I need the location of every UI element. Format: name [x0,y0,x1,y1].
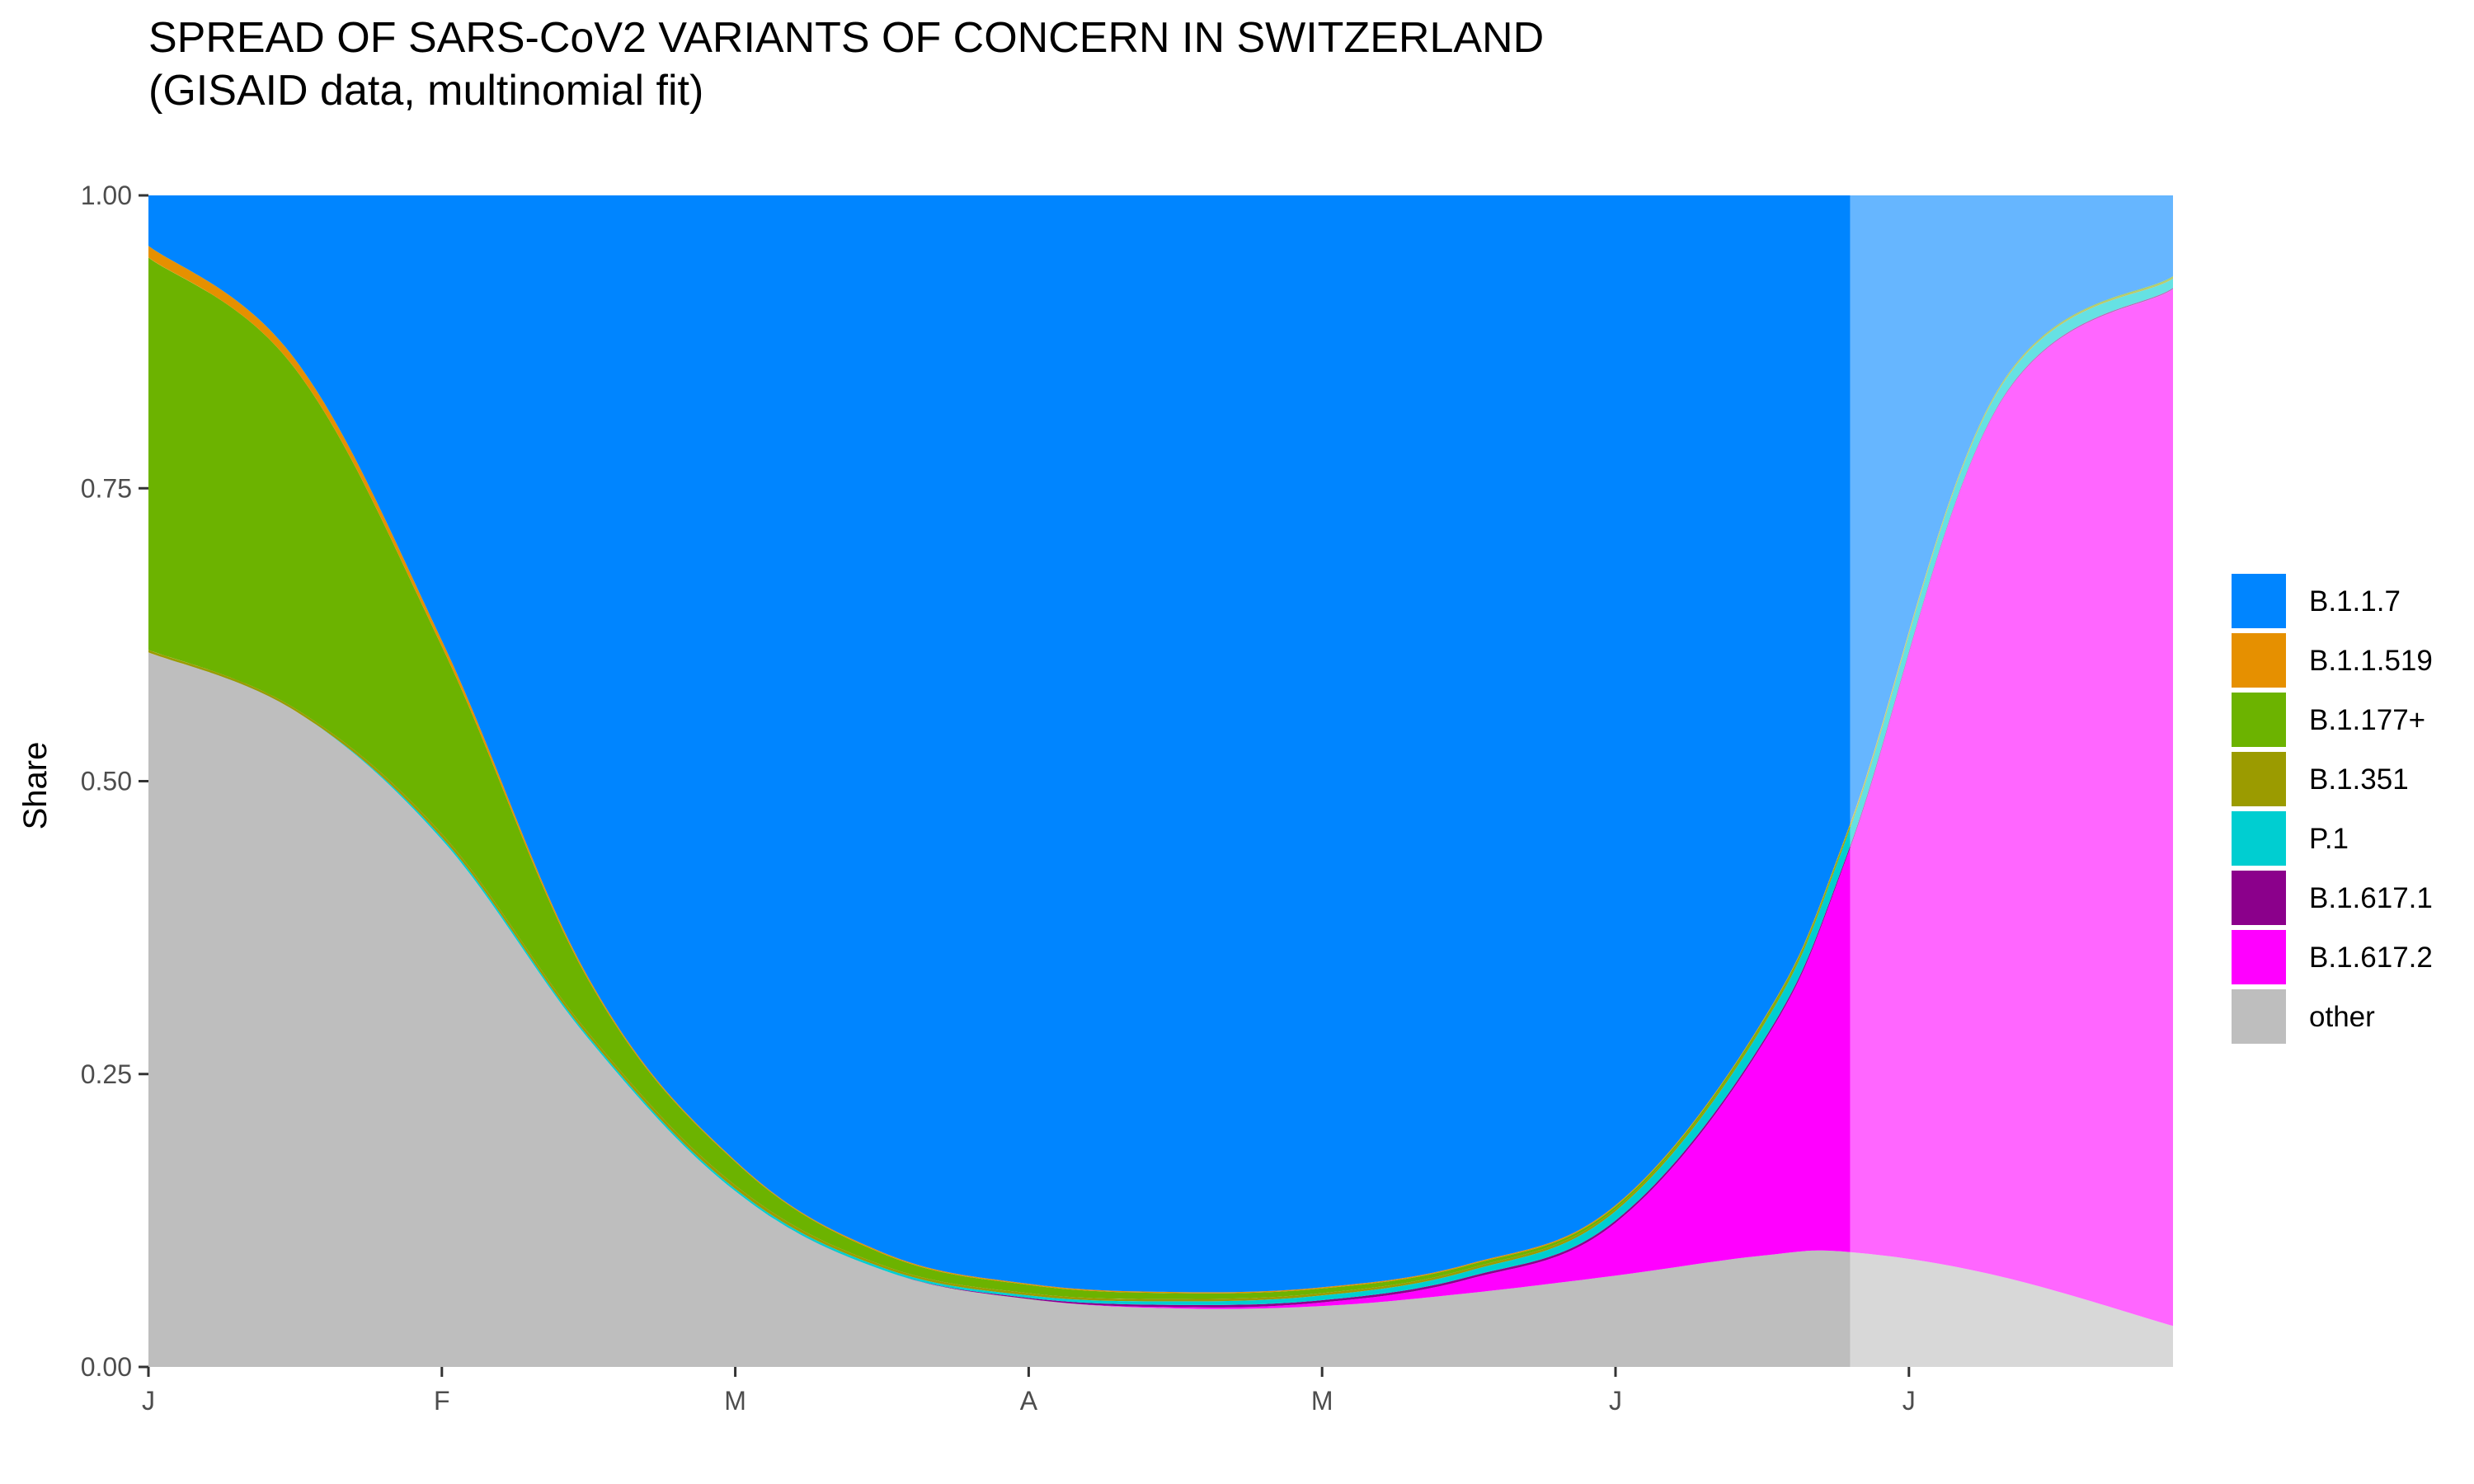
axes: 0.00 0.25 0.50 0.75 1.00 J F M A M J J [81,181,1916,1416]
x-tick-label: J [1903,1386,1916,1416]
y-axis-label: Share [17,742,54,830]
legend-label-b-1-1-7: B.1.1.7 [2309,585,2401,618]
x-tick-label: A [1020,1386,1038,1416]
legend-label-b-1-177: B.1.177+ [2309,704,2425,736]
legend-label-b-1-617-1: B.1.617.1 [2309,882,2433,914]
chart-title: SPREAD OF SARS-CoV2 VARIANTS OF CONCERN … [148,12,1544,117]
legend-label-b-1-1-519: B.1.1.519 [2309,645,2433,677]
y-tick-label: 0.00 [81,1352,132,1382]
area-b-1-177 [148,257,1851,1299]
legend-label-b-1-351: B.1.351 [2309,763,2409,796]
area-other [148,652,1851,1368]
legend-label-b-1-617-2: B.1.617.2 [2309,942,2433,974]
x-tick-label: J [1609,1386,1622,1416]
legend-key-b-1-177 [2232,693,2286,747]
area-b-1-1-7 [148,195,1851,1293]
legend-key-other [2232,989,2286,1044]
chart-subtitle-line: (GISAID data, multinomial fit) [148,67,704,115]
y-tick-label: 0.25 [81,1059,132,1089]
legend-label-other: other [2309,1001,2375,1033]
area-b-1-617-2 [148,652,1851,1309]
y-tick-label: 0.50 [81,767,132,796]
y-tick-label: 1.00 [81,181,132,210]
x-tick-label: M [724,1386,746,1416]
legend-key-b-1-1-7 [2232,574,2286,628]
legend-key-b-1-351 [2232,752,2286,806]
chart-title-line: SPREAD OF SARS-CoV2 VARIANTS OF CONCERN … [148,14,1545,62]
x-tick-label: F [434,1386,450,1416]
legend-key-p-1 [2232,811,2286,866]
legend-key-b-1-1-519 [2232,633,2286,688]
x-tick-label: M [1311,1386,1333,1416]
area-forecast-b-1-1-7 [1850,195,2173,824]
area-layers [148,195,2173,1368]
legend: B.1.1.7 B.1.1.519 B.1.177+ B.1.351 P.1 B.1.61… [2232,574,2433,1044]
legend-label-p-1: P.1 [2309,823,2349,855]
y-tick-label: 0.75 [81,473,132,503]
legend-key-b-1-617-2 [2232,930,2286,984]
area-forecast-b-1-617-2 [1850,289,2173,1327]
x-tick-label: J [142,1386,155,1416]
area-forecast-other [1850,1252,2173,1368]
legend-key-b-1-617-1 [2232,871,2286,925]
